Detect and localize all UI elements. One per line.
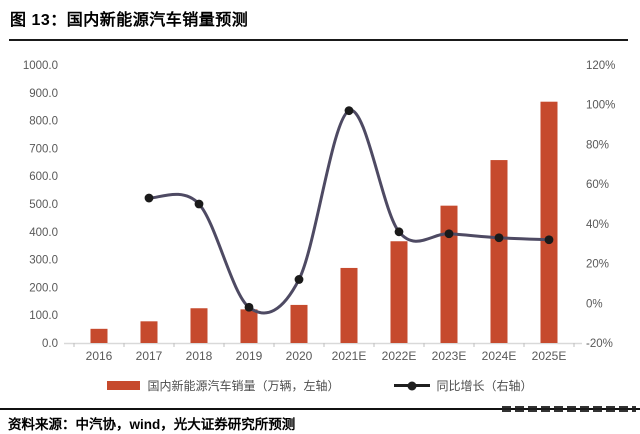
growth-marker-2021E [344, 106, 354, 116]
growth-marker-2020 [294, 275, 304, 284]
growth-line [147, 109, 551, 315]
growth-marker-2023E [444, 229, 454, 239]
left-axis-tick-label: 400.0 [29, 227, 58, 239]
right-axis-tick-label: -20% [586, 338, 613, 350]
legend-item-growth: 同比增长（右轴） [393, 377, 533, 394]
x-axis-label: 2024E [482, 349, 517, 363]
x-axis-label: 2018 [186, 349, 213, 363]
bar-2023E [440, 205, 458, 343]
growth-marker-2019 [244, 302, 254, 312]
legend-label-sales: 国内新能源汽车销量（万辆，左轴） [147, 379, 340, 393]
bar-2018 [190, 308, 208, 343]
bar-2016 [90, 328, 108, 343]
left-axis-tick-label: 800.0 [29, 116, 58, 128]
line-series-swatch [393, 381, 430, 390]
growth-marker-2025E [544, 235, 554, 245]
right-axis-tick-label: 100% [586, 100, 615, 112]
line-marker-dot-icon [407, 381, 416, 390]
left-axis-tick-label: 100.0 [29, 310, 58, 322]
legend-label-growth: 同比增长（右轴） [436, 379, 533, 393]
left-axis-tick-label: 0.0 [42, 338, 58, 350]
x-axis-label: 2016 [86, 349, 113, 363]
bottom-divider [0, 406, 640, 412]
right-axis-tick-label: 40% [586, 219, 609, 231]
left-axis-tick-label: 200.0 [29, 282, 58, 294]
right-axis-tick-label: 20% [586, 259, 609, 271]
x-axis-label: 2025E [532, 349, 567, 363]
bar-2024E [490, 160, 508, 343]
right-axis-tick-label: 60% [586, 179, 609, 191]
right-axis-tick-label: 80% [586, 139, 609, 151]
title-divider [9, 39, 628, 41]
x-axis-label: 2017 [136, 349, 163, 363]
left-axis-tick-label: 900.0 [29, 88, 58, 100]
left-axis-tick-label: 1000.0 [23, 60, 58, 72]
bar-2020 [290, 304, 308, 343]
bar-2022E [390, 241, 408, 343]
x-axis-label: 2022E [382, 349, 417, 363]
x-axis-label: 2020 [286, 349, 313, 363]
bar-2017 [140, 321, 158, 343]
legend-item-sales: 国内新能源汽车销量（万辆，左轴） [107, 377, 340, 394]
bar-2019 [240, 309, 258, 343]
growth-marker-2018 [194, 199, 204, 209]
right-axis-tick-label: 120% [586, 60, 615, 72]
left-axis-tick-label: 500.0 [29, 199, 58, 211]
source-note: 资料来源：中汽协，wind，光大证券研究所预测 [8, 417, 296, 432]
bar-2025E [540, 101, 558, 343]
right-axis-tick-label: 0% [586, 298, 603, 310]
x-axis-label: 2023E [432, 349, 467, 363]
left-axis-tick-label: 700.0 [29, 143, 58, 155]
x-axis-label: 2021E [332, 349, 367, 363]
bar-2021E [340, 267, 358, 343]
bar-series-swatch [107, 381, 141, 390]
watermark-artifact [502, 406, 636, 412]
x-axis-label: 2019 [236, 349, 263, 363]
growth-marker-2017 [144, 193, 154, 203]
chart-legend: 国内新能源汽车销量（万辆，左轴） 同比增长（右轴） [0, 377, 640, 394]
left-axis-tick-label: 300.0 [29, 255, 58, 267]
growth-marker-2022E [394, 227, 404, 237]
growth-marker-2024E [494, 233, 504, 243]
nev-sales-forecast-chart: 0.0 100.0 200.0 300.0 400.0 500.0 600.0 700.0 80… [23, 60, 616, 363]
figure-title: 图 13：国内新能源汽车销量预测 [10, 12, 249, 29]
left-axis-tick-label: 600.0 [29, 171, 58, 183]
